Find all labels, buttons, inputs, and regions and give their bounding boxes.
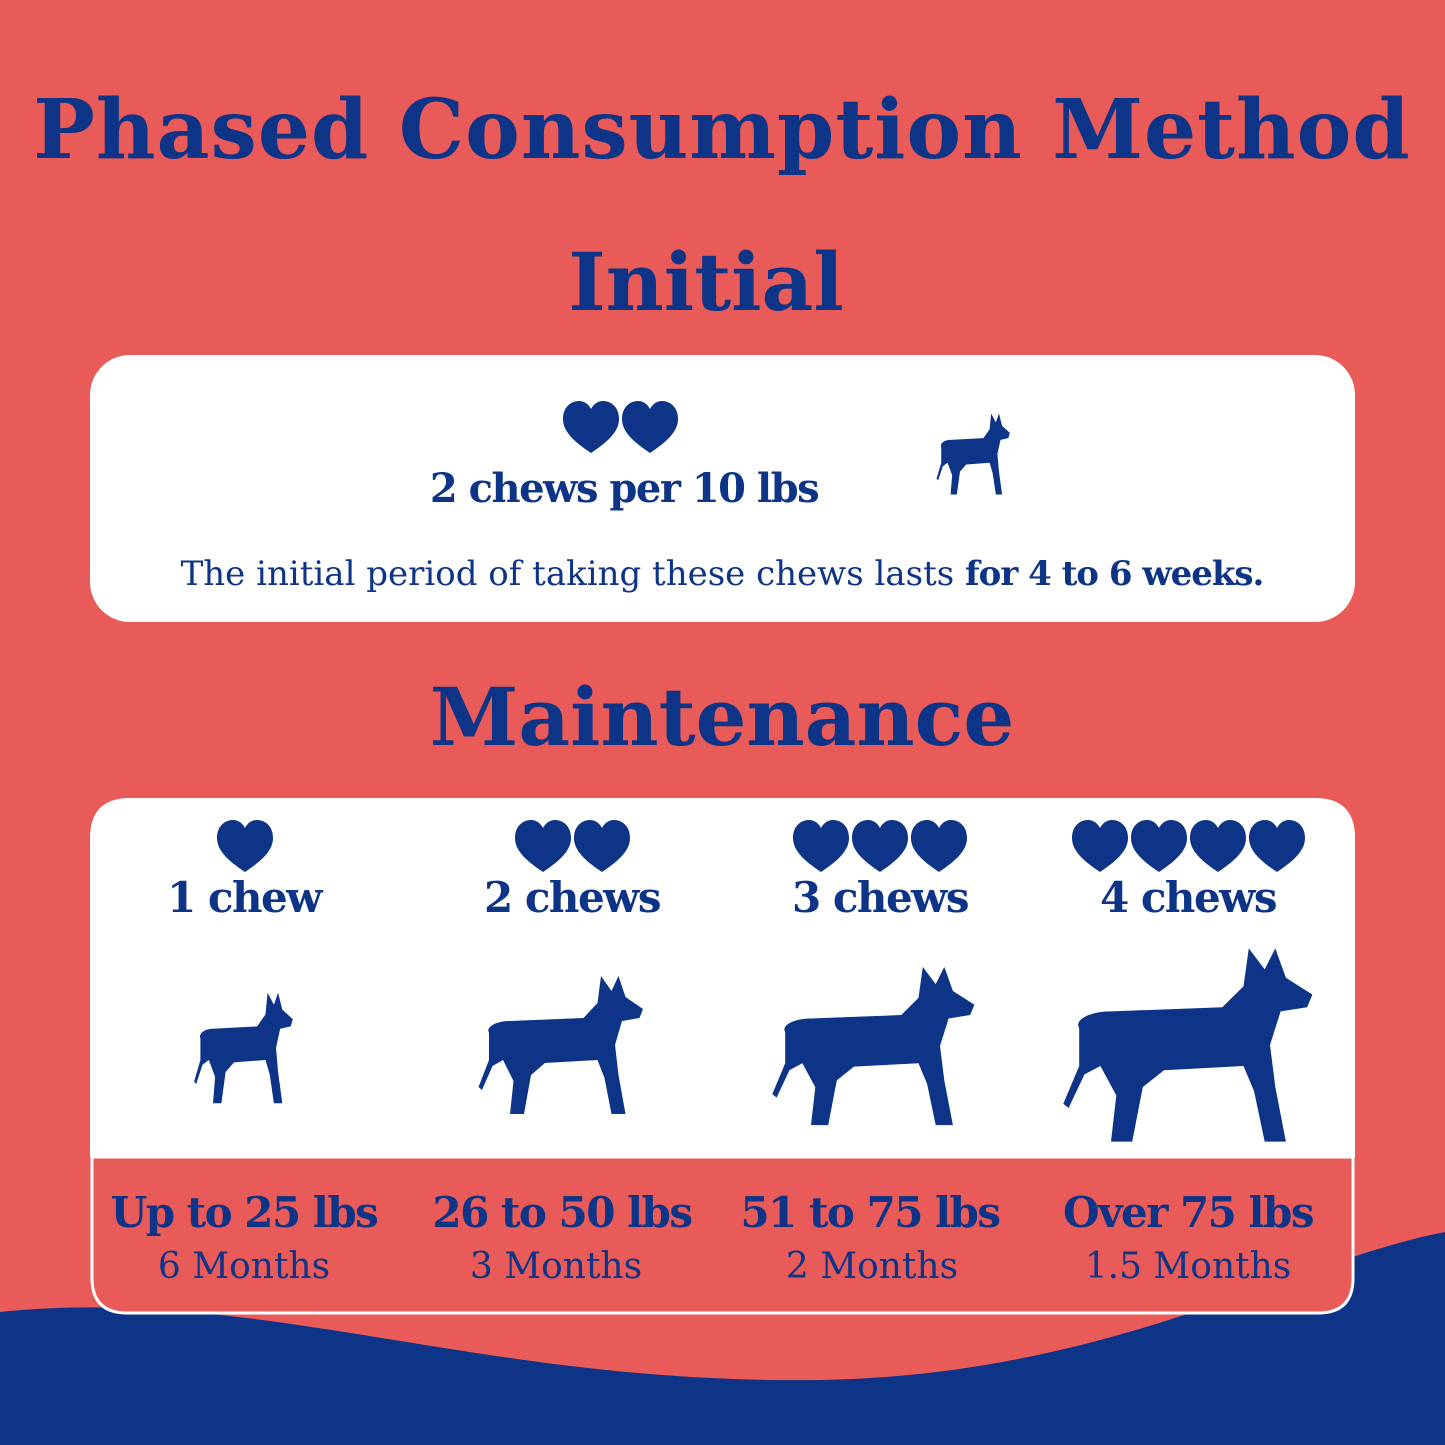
- tier-weight: Up to 25 lbs: [111, 1188, 378, 1237]
- tiers: 1 chew 2 chews 3 chews 4 chews Up to 25 …: [111, 873, 1315, 1287]
- maintenance-heading: Maintenance: [430, 670, 1015, 764]
- tier-chews: 2 chews: [484, 873, 660, 922]
- tier-duration: 2 Months: [786, 1246, 958, 1287]
- tier-chews: 4 chews: [1100, 873, 1276, 922]
- tier-weight: 51 to 75 lbs: [740, 1188, 999, 1237]
- maintenance-footer: [90, 1155, 1355, 1315]
- note-bold: for 4 to 6 weeks.: [965, 554, 1263, 594]
- tier-duration: 6 Months: [158, 1246, 330, 1287]
- tier-duration: 1.5 Months: [1085, 1246, 1292, 1287]
- initial-card: [90, 355, 1355, 622]
- initial-heading: Initial: [568, 235, 844, 329]
- tier-chews: 3 chews: [792, 873, 968, 922]
- tier-weight: Over 75 lbs: [1063, 1188, 1313, 1237]
- tier-chews: 1 chew: [167, 873, 323, 922]
- title: Phased Consumption Method: [33, 82, 1410, 178]
- tier-duration: 3 Months: [470, 1246, 642, 1287]
- initial-note: The initial period of taking these chews…: [181, 554, 1264, 594]
- tier-weight: 26 to 50 lbs: [432, 1188, 691, 1237]
- initial-dose: 2 chews per 10 lbs: [430, 465, 818, 512]
- note-text: The initial period of taking these chews…: [181, 554, 965, 594]
- wave: [0, 1232, 1445, 1445]
- maintenance-card: [90, 798, 1355, 1157]
